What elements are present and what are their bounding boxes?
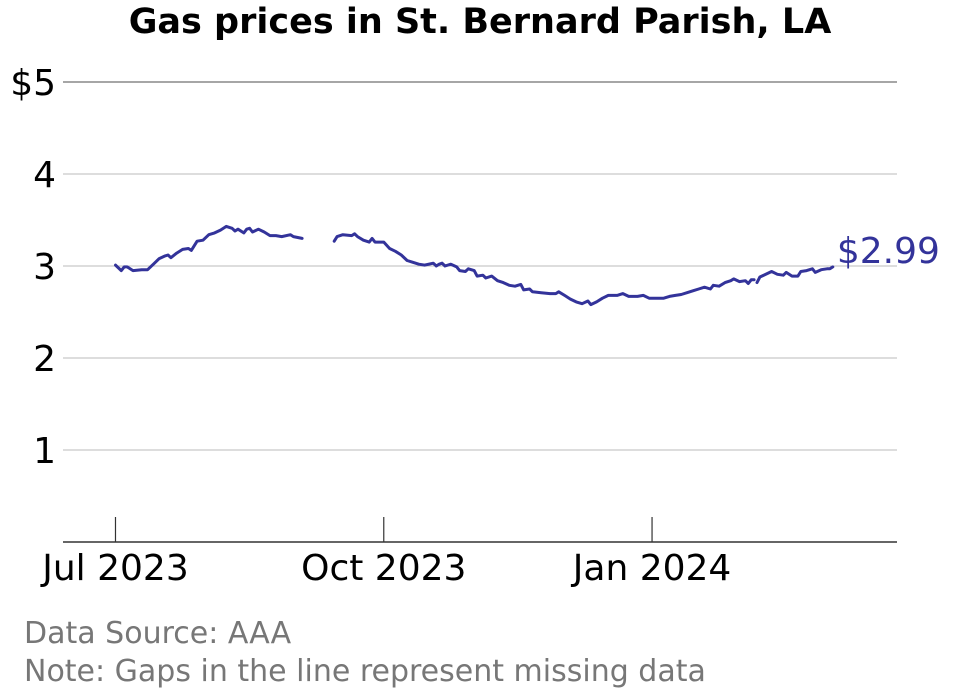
y-tick-labels: 1 2 3 4 $5 [10,63,56,472]
price-line-segment [755,265,835,285]
price-line-segment [114,224,304,273]
y-tick-label: 1 [33,431,56,472]
y-tick-label: $5 [10,63,56,104]
price-line-segment [332,232,756,307]
latest-price-label: $2.99 [837,231,940,272]
price-line-segments [114,224,835,307]
x-tick-label: Jul 2023 [40,548,189,589]
data-source-note: Data Source: AAA [24,616,292,651]
y-gridlines [63,81,897,451]
y-tick-label: 2 [33,339,56,380]
x-ticks: Jul 2023 Oct 2023 Jan 2024 [40,517,731,589]
x-tick-label: Oct 2023 [301,548,466,589]
x-tick-label: Jan 2024 [571,548,732,589]
chart-title: Gas prices in St. Bernard Parish, LA [128,2,832,42]
gas-price-line-chart: 1 2 3 4 $5 Jul 2023 Oct 2023 Jan 2024 $2.99 [10,63,940,589]
y-tick-label: 3 [33,247,56,288]
y-tick-label: 4 [33,155,56,196]
missing-data-note: Note: Gaps in the line represent missing… [24,654,706,689]
